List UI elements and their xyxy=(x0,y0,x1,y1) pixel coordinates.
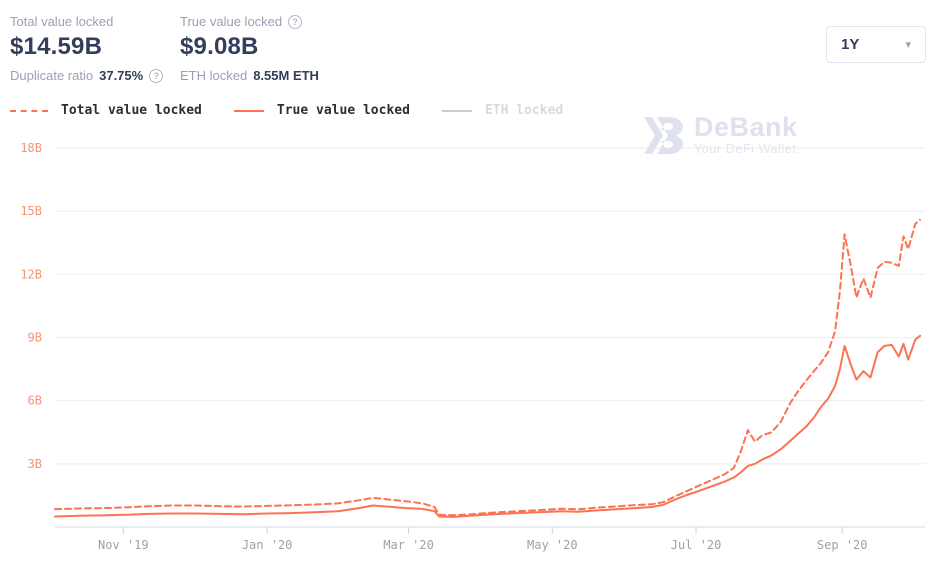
x-axis-label: Jan '20 xyxy=(242,538,293,552)
series-total-value-locked xyxy=(54,218,921,517)
time-range-value: 1Y xyxy=(841,36,860,53)
stat-sub-value: 37.75% xyxy=(99,68,144,83)
dashed-line-swatch xyxy=(10,109,48,112)
chart-legend: Total value locked True value locked ETH… xyxy=(10,103,563,118)
legend-item-eth-locked[interactable]: ETH locked xyxy=(441,103,564,118)
help-icon[interactable]: ? xyxy=(288,14,303,29)
legend-label: True value locked xyxy=(276,103,410,118)
stat-label: Total value locked xyxy=(10,14,114,29)
x-axis-label: Nov '19 xyxy=(98,538,149,552)
solid-line-swatch xyxy=(233,109,264,112)
stat-true-value-locked: True value locked ? $9.08B ETH locked 8.… xyxy=(180,14,319,83)
solid-line-swatch xyxy=(441,109,472,112)
help-icon[interactable]: ? xyxy=(149,68,164,83)
stat-value: $9.08B xyxy=(180,33,259,60)
legend-label: ETH locked xyxy=(484,103,564,118)
stat-sub-label: Duplicate ratio xyxy=(10,68,94,83)
legend-item-total-value-locked[interactable]: Total value locked xyxy=(10,103,202,118)
x-axis-label: Sep '20 xyxy=(817,538,868,552)
y-axis-label: 6B xyxy=(28,394,42,408)
stat-total-value-locked: Total value locked $14.59B Duplicate rat… xyxy=(10,14,180,83)
series-true-value-locked xyxy=(54,334,921,518)
stat-sub-value: 8.55M ETH xyxy=(253,68,319,83)
y-axis-label: 3B xyxy=(28,457,42,471)
x-axis-label: Jul '20 xyxy=(671,538,722,552)
header-stats: Total value locked $14.59B Duplicate rat… xyxy=(10,14,319,83)
time-range-dropdown[interactable]: 1Y ▾ xyxy=(826,26,926,63)
y-axis-label: 12B xyxy=(20,267,42,281)
y-axis-label: 18B xyxy=(20,141,42,155)
y-axis-label: 9B xyxy=(28,331,42,345)
legend-label: Total value locked xyxy=(61,103,202,118)
y-axis-label: 15B xyxy=(20,204,42,218)
stat-label: True value locked xyxy=(180,14,283,29)
x-axis-label: May '20 xyxy=(527,538,578,552)
stat-value: $14.59B xyxy=(10,33,103,60)
x-axis-label: Mar '20 xyxy=(383,538,434,552)
legend-item-true-value-locked[interactable]: True value locked xyxy=(233,103,410,118)
chevron-down-icon: ▾ xyxy=(905,39,911,51)
stat-sub-label: ETH locked xyxy=(180,68,248,83)
